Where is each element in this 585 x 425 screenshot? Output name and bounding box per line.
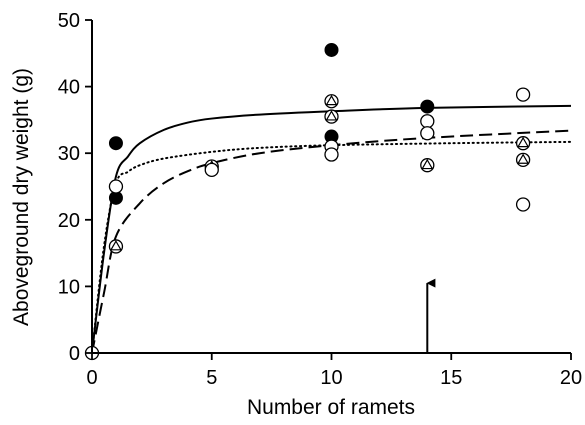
axes: 0 5 10 15 20 0 10 20 30 40 50 — [58, 10, 582, 389]
x-tick-label: 20 — [560, 367, 582, 389]
open-circle-point — [515, 87, 531, 102]
x-tick-label: 10 — [320, 367, 342, 389]
open-triangle-point — [517, 136, 530, 148]
open-circle-point — [515, 197, 531, 212]
x-tick-label: 0 — [86, 367, 97, 389]
dotted-fit-curve — [91, 140, 572, 354]
y-tick-label: 0 — [69, 343, 80, 365]
open-triangle-point — [517, 153, 530, 164]
open-circle-point — [420, 126, 435, 141]
y-tick-label: 20 — [58, 210, 80, 232]
y-tick-label: 30 — [58, 143, 80, 165]
data-points — [84, 42, 531, 361]
open-triangle-point — [421, 158, 434, 170]
dashed-fit-curve — [91, 129, 572, 354]
y-tick-label: 40 — [58, 77, 80, 99]
filled-circle-point — [324, 42, 339, 57]
x-tick-label: 15 — [440, 367, 462, 389]
filled-circle-point — [420, 99, 435, 114]
x-tick-label: 5 — [206, 367, 217, 389]
y-axis-title: Aboveground dry weight (g) — [10, 68, 33, 326]
open-circle-point — [108, 179, 124, 194]
y-tick-label: 50 — [58, 10, 80, 32]
y-tick-label: 10 — [58, 276, 80, 298]
open-circle-point — [204, 162, 219, 178]
open-triangle-point — [325, 94, 338, 106]
open-circle-point — [324, 147, 339, 162]
x-axis-title: Number of ramets — [247, 396, 415, 419]
open-circle-point — [420, 114, 435, 129]
open-triangle-point — [109, 240, 122, 251]
open-triangle-point — [325, 110, 338, 121]
filled-circle-point — [108, 136, 123, 151]
